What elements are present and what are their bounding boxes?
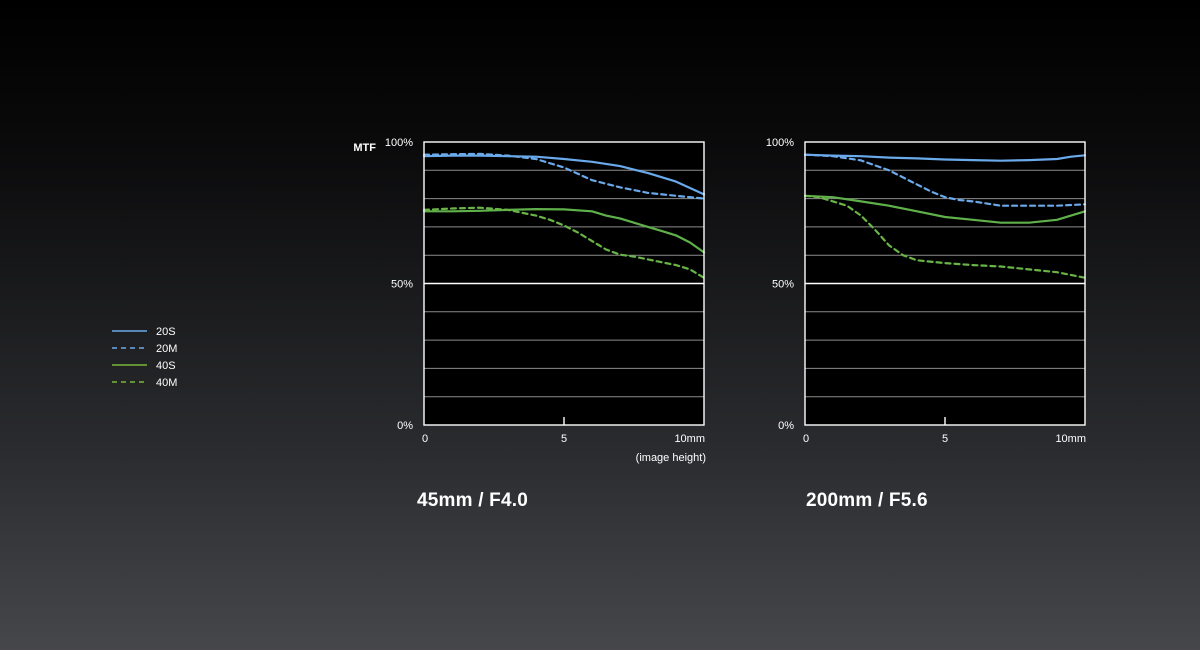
legend-entry-40s: 40S (112, 360, 176, 372)
chart-1: 0% 50% 100% 0 5 10mm MTF (image height) 45mm / F… (353, 137, 706, 511)
x-tick-label-0: 0 (422, 433, 428, 445)
y-tick-label-0: 0% (778, 420, 794, 432)
series-line-40m (803, 194, 1087, 279)
x-axis-label: (image height) (636, 452, 706, 464)
y-tick-label-50: 50% (391, 279, 413, 291)
x-tick-label-2: 10mm (674, 433, 705, 445)
y-tick-label-100: 100% (766, 137, 794, 149)
chart-title: 45mm / F4.0 (417, 490, 528, 511)
x-tick-label-0: 0 (803, 433, 809, 445)
legend-label-20m: 20M (156, 343, 177, 355)
series-line-20s (803, 153, 1087, 162)
legend: 20S 20M 40S 40M (112, 326, 177, 389)
y-axis-label: MTF (353, 142, 376, 154)
legend-label-40s: 40S (156, 360, 176, 372)
y-tick-label-0: 0% (397, 420, 413, 432)
y-tick-label-50: 50% (772, 279, 794, 291)
series-line-40s (422, 208, 706, 254)
legend-entry-20m: 20M (112, 343, 177, 355)
series-line-20s (422, 154, 706, 196)
series-line-20m (803, 153, 1087, 207)
series-line-40m (422, 206, 706, 279)
series-line-40s (803, 194, 1087, 224)
series-line-20m (422, 152, 706, 200)
x-tick-label-1: 5 (942, 433, 948, 445)
y-tick-label-100: 100% (385, 137, 413, 149)
chart-2: 0% 50% 100% 0 5 10mm 200mm / F5.6 (766, 137, 1087, 511)
chart-title: 200mm / F5.6 (806, 490, 928, 511)
legend-entry-20s: 20S (112, 326, 176, 338)
plot-frame (804, 141, 1086, 426)
plot-frame (423, 141, 705, 426)
legend-entry-40m: 40M (112, 377, 177, 389)
legend-label-40m: 40M (156, 377, 177, 389)
legend-label-20s: 20S (156, 326, 176, 338)
x-tick-label-1: 5 (561, 433, 567, 445)
x-tick-label-2: 10mm (1055, 433, 1086, 445)
